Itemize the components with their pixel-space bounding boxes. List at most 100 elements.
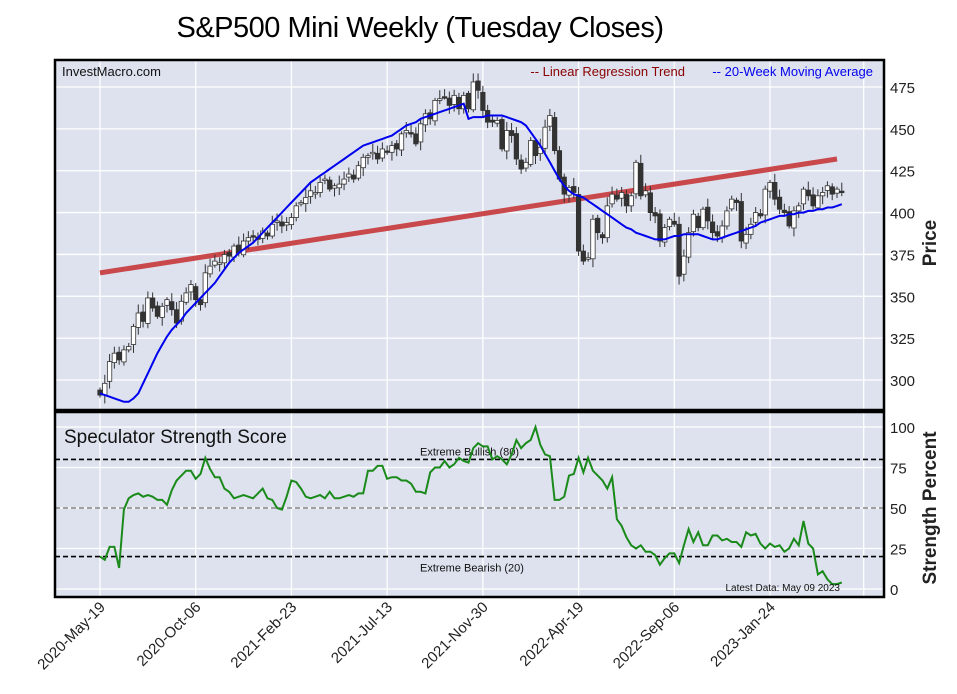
candlestick [269,215,275,239]
candlestick [839,182,845,197]
candlestick [772,173,778,206]
candlestick [250,230,256,244]
latest-data-annotation: Latest Data: May 09 2023 [725,583,840,594]
candlestick [288,213,295,230]
candlestick [159,302,165,326]
candlestick [312,185,318,199]
strength-panel-background [55,412,884,597]
candlestick [202,264,208,308]
candlestick [724,206,730,230]
candlestick [513,127,519,166]
candlestick [523,157,529,172]
candlestick [341,171,347,191]
strength-tick-label: 50 [890,501,907,518]
candlestick [800,186,807,210]
strength-line [99,423,843,586]
reference-lines: Extreme Bullish (80) Extreme Bearish (20) [55,446,884,575]
candlestick [432,97,438,126]
strength-panel: Extreme Bullish (80) Extreme Bearish (20)… [55,412,941,599]
x-tick-label: 2021-Feb-23 [227,599,300,672]
candlestick [657,209,663,248]
candlestick [647,186,653,221]
strength-axis-label: Strength Percent [920,431,941,585]
chart-title: S&P500 Mini Weekly (Tuesday Closes) [176,12,664,44]
candlestick [504,121,510,160]
x-tick-label: 2022-Apr-19 [516,599,587,670]
candlestick [106,354,113,389]
strength-tick-label: 75 [890,461,907,478]
candlestick [130,323,137,353]
x-tick-label: 2022-Sep-06 [610,599,683,672]
candlestick [499,116,505,152]
price-tick-label: 325 [890,331,915,348]
candlestick [595,214,601,240]
price-tick-label: 375 [890,247,915,264]
strength-tick-label: 100 [890,420,915,437]
candlestick [528,137,534,167]
price-panel-frame [53,58,886,412]
x-tick-label: 2020-Oct-06 [134,599,205,670]
candlestick [628,192,634,212]
price-axis-label: Price [920,220,941,266]
candlestick [398,131,405,156]
price-tick-label: 350 [890,289,915,306]
candlestick [552,111,558,155]
candlestick [508,122,515,143]
candlestick [753,207,759,226]
x-tick-label: 2021-Jul-13 [328,599,396,667]
candlestick [709,214,716,240]
candlestick [169,293,175,316]
strength-tick-label: 0 [890,582,898,599]
strength-tick-label: 25 [890,542,907,559]
reference-line-label: Extreme Bullish (80) [420,446,519,458]
candlestick [796,202,802,219]
candlestick [604,197,610,243]
candlestick [738,192,744,249]
candlestick [671,212,677,227]
candlestick [303,188,309,212]
candlestick [145,291,151,329]
price-axis-ticks: 300 325 350 375 400 425 450 475 [890,80,915,390]
candlestick [422,109,429,133]
x-axis-ticks: 2020-May-19 2020-Oct-06 2021-Feb-23 2021-Ju… [34,599,779,674]
candlestick [408,125,414,138]
price-tick-label: 400 [890,206,915,223]
candlestick [633,159,639,199]
candlestick [336,175,342,195]
candlestick [121,345,127,366]
reference-line-label: Extreme Bearish (20) [420,563,524,575]
candlestick [126,342,132,353]
candlestick [791,206,797,237]
candlestick [475,73,481,99]
candlestick [681,249,687,282]
x-tick-label: 2023-Jan-24 [707,599,779,671]
price-tick-label: 450 [890,122,915,139]
strength-axis-ticks: 0 25 50 75 100 [890,420,915,599]
candlestick [676,216,682,285]
candlestick [805,181,811,201]
price-tick-label: 475 [890,80,915,97]
candlestick [379,142,385,162]
candlestick [355,161,362,181]
candlestick [575,186,582,256]
candlestick [815,189,821,211]
price-tick-label: 300 [890,373,915,390]
candlestick [418,118,424,151]
candlestick [327,176,333,192]
moving-average-line [99,102,843,403]
candlestick [480,85,486,118]
candlestick [437,90,443,105]
candlestick [441,89,448,100]
candlestick [662,224,668,247]
price-panel: InvestMacro.com -- Linear Regression Tre… [55,60,941,410]
candlestick [729,195,735,212]
candlestick [207,258,213,278]
candlestick [700,206,706,231]
price-panel-background [55,60,884,410]
strength-panel-title: Speculator Strength Score [64,427,287,448]
candlestick [217,257,223,272]
price-tick-label: 425 [890,164,915,181]
candlestick [183,287,189,305]
legend-moving-average: -- 20-Week Moving Average [712,64,873,79]
